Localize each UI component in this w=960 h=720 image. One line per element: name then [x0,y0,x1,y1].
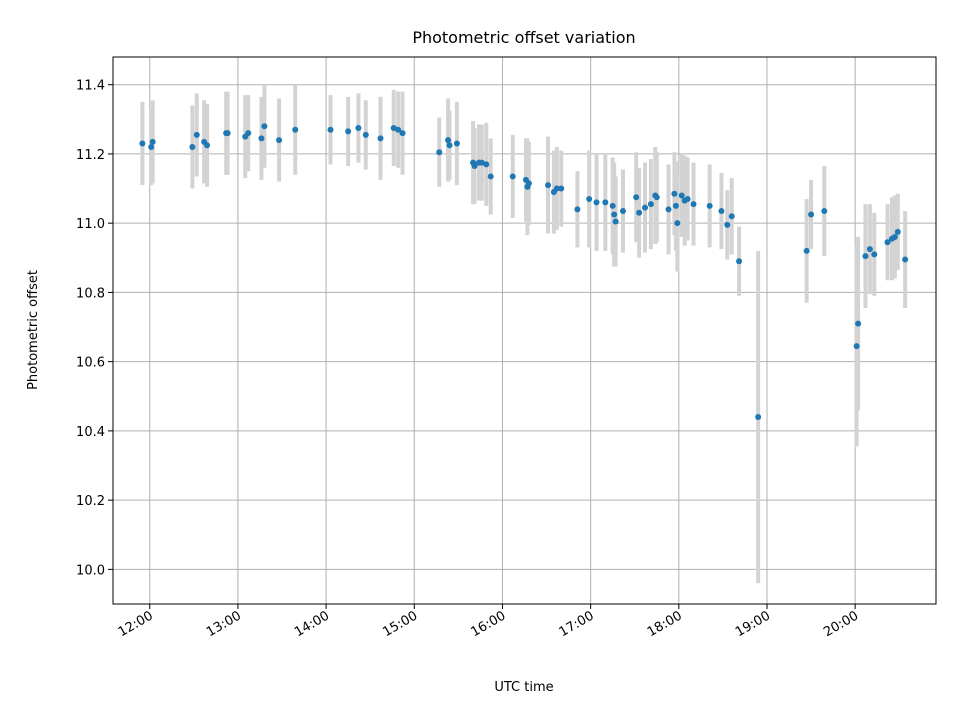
data-point [871,251,878,258]
data-point [672,202,679,209]
y-tick-label: 10.0 [76,563,105,578]
data-point [718,208,725,215]
data-point [891,234,898,241]
data-point [602,199,609,206]
data-point [399,130,406,137]
data-point [362,131,369,138]
plot-frame [112,56,937,605]
data-point [724,221,731,228]
data-point [445,137,452,144]
data-point [327,126,334,133]
data-point [245,130,252,137]
data-point [690,201,697,208]
data-point [276,137,283,144]
data-point [636,209,643,216]
data-point [671,190,678,197]
data-point [619,208,626,215]
data-point [436,149,443,156]
data-point [902,256,909,263]
data-point [193,131,200,138]
data-point [574,206,581,213]
data-point [453,140,460,147]
data-point [653,194,660,201]
y-tick-label: 10.8 [76,286,105,301]
data-point [558,185,565,192]
data-point [633,194,640,201]
y-tick-label: 10.4 [76,425,105,440]
data-point [866,246,873,253]
data-point [612,218,619,225]
y-tick-label: 11.4 [76,79,105,94]
data-point [884,239,891,246]
data-point [355,124,362,131]
data-points [139,123,909,421]
data-point [487,173,494,180]
x-axis-label: UTC time [494,680,553,695]
data-point [736,258,743,265]
data-point [345,128,352,135]
data-point [803,247,810,254]
data-point [224,130,231,137]
data-point [586,195,593,202]
data-point [609,202,616,209]
data-point [446,142,453,149]
y-axis-label: Photometric offset [26,270,41,390]
data-point [545,182,552,189]
chart-title: Photometric offset variation [412,28,635,47]
data-point [525,180,532,187]
data-point [139,140,146,147]
data-point [509,173,516,180]
data-point [755,414,762,421]
data-point [611,211,618,218]
y-tick-label: 10.2 [76,494,105,509]
data-point [395,126,402,133]
data-point [471,163,478,170]
data-point [853,343,860,350]
data-point [483,161,490,168]
data-point [862,253,869,260]
data-point [149,138,156,145]
data-point [258,135,265,142]
data-point [189,144,196,151]
data-point [678,192,685,199]
data-point [665,206,672,213]
data-point [148,144,155,151]
data-point [647,201,654,208]
data-point [821,208,828,215]
data-point [894,228,901,235]
data-point [684,195,691,202]
data-point [728,213,735,220]
data-point [808,211,815,218]
data-point [377,135,384,142]
grid [113,57,936,604]
y-tick-label: 11.0 [76,217,105,232]
data-point [553,185,560,192]
data-point [642,204,649,211]
y-tick-label: 11.2 [76,148,105,163]
data-point [706,202,713,209]
data-point [292,126,299,133]
data-point [593,199,600,206]
y-tick-label: 10.6 [76,356,105,371]
data-point [261,123,268,130]
data-point [674,220,681,227]
data-point [855,320,862,327]
data-point [204,142,211,149]
